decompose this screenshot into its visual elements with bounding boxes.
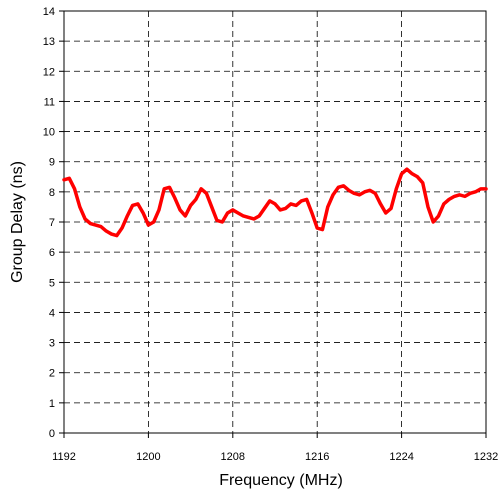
y-tick-label: 14 bbox=[43, 6, 55, 18]
y-tick-label: 11 bbox=[44, 96, 55, 108]
tick-layer bbox=[59, 10, 487, 438]
y-tick-label: 9 bbox=[49, 157, 55, 169]
y-tick-label: 8 bbox=[49, 187, 55, 199]
x-tick-label: 1192 bbox=[52, 451, 76, 463]
y-tick-label: 12 bbox=[43, 66, 55, 78]
plot-frame bbox=[63, 10, 487, 434]
grid-layer bbox=[64, 11, 486, 433]
y-tick-label: 10 bbox=[43, 127, 55, 139]
y-axis-title: Group Delay (ns) bbox=[9, 161, 26, 283]
y-tick-label: 13 bbox=[43, 36, 55, 48]
y-tick-label: 2 bbox=[49, 368, 55, 380]
x-tick-label: 1208 bbox=[221, 451, 245, 463]
y-tick-label: 0 bbox=[49, 428, 55, 440]
y-tick-label: 5 bbox=[49, 277, 55, 289]
y-tick-label: 7 bbox=[49, 217, 55, 229]
x-tick-label: 1216 bbox=[305, 451, 329, 463]
y-tick-label: 6 bbox=[49, 247, 55, 259]
y-tick-label: 3 bbox=[49, 338, 55, 350]
y-tick-label: 1 bbox=[49, 398, 55, 410]
x-tick-label: 1200 bbox=[136, 451, 160, 463]
x-axis-title: Frequency (MHz) bbox=[219, 472, 343, 489]
group-delay-line bbox=[62, 167, 488, 238]
x-tick-label: 1224 bbox=[389, 451, 413, 463]
y-tick-label: 4 bbox=[49, 307, 55, 319]
x-tick-label: 1232 bbox=[474, 451, 498, 463]
